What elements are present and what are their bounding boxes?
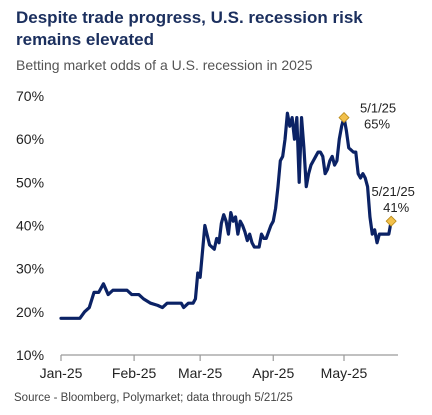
y-tick-label: 70% xyxy=(16,88,44,104)
recession-odds-line xyxy=(59,111,393,320)
chart-subtitle: Betting market odds of a U.S. recession … xyxy=(16,57,313,73)
source-note: Source - Bloomberg, Polymarket; data thr… xyxy=(14,392,293,404)
annotation-date: 5/21/25 xyxy=(371,184,414,199)
line-chart: 10% 20% 30% 40% 50% 60% 70% Jan-25 Feb-25 Mar-25 A… xyxy=(16,88,415,381)
annotation-marker xyxy=(338,112,350,124)
annotation-marker xyxy=(385,215,397,227)
annotation-date: 5/1/25 xyxy=(360,101,396,116)
x-tick-label: Feb-25 xyxy=(112,365,157,381)
y-tick-label: 20% xyxy=(16,304,44,320)
chart-title: Despite trade progress, U.S. recession r… xyxy=(16,8,363,49)
y-tick-label: 10% xyxy=(16,347,44,363)
x-tick-label: Jan-25 xyxy=(40,365,83,381)
x-tick-label: Mar-25 xyxy=(178,365,223,381)
y-tick-label: 60% xyxy=(16,131,44,147)
y-tick-label: 50% xyxy=(16,174,44,190)
y-tick-label: 30% xyxy=(16,261,44,277)
annotation-value: 65% xyxy=(364,117,390,132)
x-tick-label: Apr-25 xyxy=(252,365,294,381)
annotation-value: 41% xyxy=(383,200,409,215)
x-tick-label: May-25 xyxy=(321,365,368,381)
y-tick-label: 40% xyxy=(16,218,44,234)
